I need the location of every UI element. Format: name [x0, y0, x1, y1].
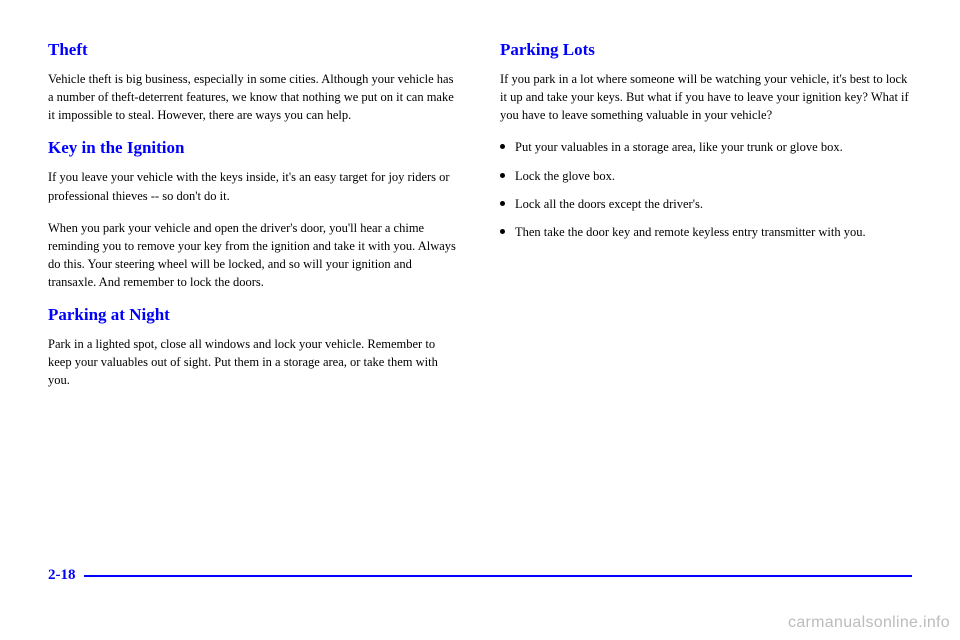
para: Vehicle theft is big business, especiall… [48, 70, 460, 124]
bullet-icon [500, 201, 505, 206]
heading-theft: Theft [48, 40, 460, 60]
bullet-icon [500, 144, 505, 149]
list-item: Then take the door key and remote keyles… [500, 223, 912, 241]
heading-parking-at-night: Parking at Night [48, 305, 460, 325]
left-column: Theft Vehicle theft is big business, esp… [48, 40, 460, 404]
heading-parking-lots: Parking Lots [500, 40, 912, 60]
para: When you park your vehicle and open the … [48, 219, 460, 292]
page-content: Theft Vehicle theft is big business, esp… [0, 0, 960, 404]
para: If you leave your vehicle with the keys … [48, 168, 460, 204]
bullet-icon [500, 173, 505, 178]
para: Park in a lighted spot, close all window… [48, 335, 460, 389]
heading-key-in-ignition: Key in the Ignition [48, 138, 460, 158]
footer-rule [84, 575, 913, 577]
list-item: Lock all the doors except the driver's. [500, 195, 912, 213]
bullet-text: Then take the door key and remote keyles… [515, 223, 866, 241]
list-item: Put your valuables in a storage area, li… [500, 138, 912, 156]
right-column: Parking Lots If you park in a lot where … [500, 40, 912, 404]
page-number: 2-18 [48, 567, 76, 584]
para: If you park in a lot where someone will … [500, 70, 912, 124]
bullet-text: Lock the glove box. [515, 167, 615, 185]
list-item: Lock the glove box. [500, 167, 912, 185]
page-footer: 2-18 [48, 567, 912, 584]
bullet-text: Lock all the doors except the driver's. [515, 195, 703, 213]
bullet-text: Put your valuables in a storage area, li… [515, 138, 843, 156]
watermark-text: carmanualsonline.info [788, 614, 950, 632]
bullet-icon [500, 229, 505, 234]
